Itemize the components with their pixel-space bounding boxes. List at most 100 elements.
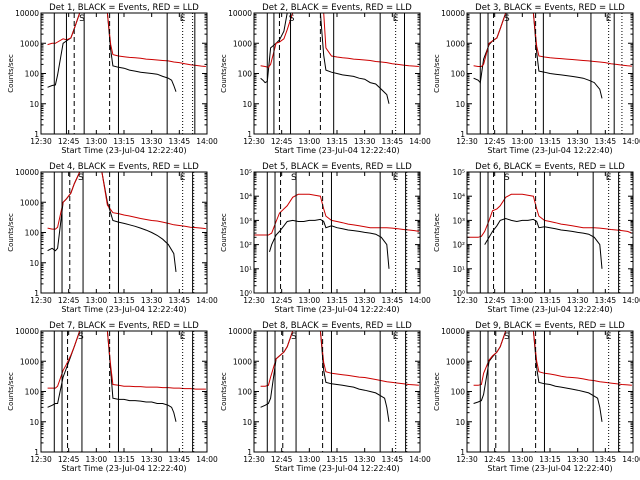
x-axis-label: Start Time (23-Jul-04 12:22:40)	[487, 464, 612, 473]
y-tick-label: 100	[25, 70, 40, 79]
panel-title: Det 6, BLACK = Events, RED = LLD	[475, 162, 625, 172]
marker-label: S	[291, 173, 297, 183]
x-tick-label: 13:00	[86, 296, 108, 305]
x-tick-label: 13:15	[539, 137, 561, 146]
y-tick-label: 10¹	[239, 265, 252, 274]
y-tick-label: 1	[460, 130, 465, 139]
panel-title: Det 4, BLACK = Events, RED = LLD	[49, 162, 199, 172]
y-tick-label: 10²	[452, 241, 465, 250]
y-axis-label: Counts/sec	[7, 372, 15, 411]
panel-title: Det 5, BLACK = Events, RED = LLD	[262, 162, 412, 172]
x-tick-label: 13:30	[354, 137, 376, 146]
x-tick-label: 13:45	[595, 137, 617, 146]
y-tick-label: 10000	[441, 327, 465, 336]
marker-label: E	[393, 173, 399, 183]
panel-title: Det 7, BLACK = Events, RED = LLD	[49, 321, 199, 331]
y-tick-label: 10¹	[452, 265, 465, 274]
x-tick-label: 14:00	[196, 137, 218, 146]
y-tick-label: 10⁴	[452, 192, 465, 201]
x-tick-label: 13:00	[86, 137, 108, 146]
y-tick-label: 1000	[20, 198, 39, 207]
y-tick-label: 1000	[233, 357, 252, 366]
events-series-line	[269, 218, 390, 269]
x-tick-label: 14:00	[196, 296, 218, 305]
x-tick-label: 13:30	[567, 137, 589, 146]
y-tick-label: 1	[34, 130, 39, 139]
detector-panel: S E 12:30 12:45 13:00 13:15 13:30 13:45 14:00 1 10…	[433, 3, 640, 155]
x-tick-label: 13:30	[141, 296, 163, 305]
x-tick-label: 12:30	[456, 137, 478, 146]
x-tick-label: 13:00	[299, 296, 321, 305]
y-tick-label: 1000	[233, 39, 252, 48]
panel-title: Det 8, BLACK = Events, RED = LLD	[262, 321, 412, 331]
x-axis-label: Start Time (23-Jul-04 12:22:40)	[61, 464, 186, 473]
lld-series-line	[254, 193, 419, 236]
x-axis-label: Start Time (23-Jul-04 12:22:40)	[487, 146, 612, 155]
x-tick-label: 13:15	[113, 137, 135, 146]
marker-label: S	[504, 332, 510, 342]
detector-panel: S E 12:30 12:45 13:00 13:15 13:30 13:45 14:00 10⁰…	[220, 162, 431, 314]
x-tick-label: 12:30	[243, 296, 265, 305]
y-tick-label: 100	[238, 388, 253, 397]
y-tick-label: 10⁰	[452, 289, 465, 298]
marker-label: S	[78, 332, 84, 342]
y-tick-label: 10000	[15, 168, 39, 177]
events-series-line	[47, 331, 177, 422]
x-tick-label: 13:15	[326, 137, 348, 146]
marker-label: S	[504, 14, 510, 24]
detector-panel: S E 12:30 12:45 13:00 13:15 13:30 13:45 14:00 1 10…	[7, 321, 218, 473]
y-tick-label: 10000	[15, 9, 39, 18]
detector-panel: S E 12:30 12:45 13:00 13:15 13:30 13:45 14:00 1 10…	[220, 321, 431, 473]
marker-label: S	[504, 173, 510, 183]
lld-series-line	[467, 193, 633, 238]
y-tick-label: 100	[25, 229, 40, 238]
x-tick-label: 13:30	[354, 296, 376, 305]
x-tick-label: 12:45	[58, 137, 80, 146]
marker-label: S	[291, 332, 297, 342]
marker-label: E	[606, 14, 612, 24]
x-tick-label: 13:00	[299, 455, 321, 464]
y-tick-label: 10	[242, 100, 252, 109]
x-tick-label: 13:15	[113, 296, 135, 305]
x-tick-label: 13:00	[86, 455, 108, 464]
x-tick-label: 12:30	[456, 455, 478, 464]
x-axis-label: Start Time (23-Jul-04 12:22:40)	[487, 305, 612, 314]
marker-label: E	[606, 332, 612, 342]
x-tick-label: 12:45	[58, 296, 80, 305]
y-tick-label: 100	[25, 388, 40, 397]
y-tick-label: 1000	[446, 357, 465, 366]
y-tick-label: 10000	[228, 327, 252, 336]
lld-series-line	[260, 13, 419, 68]
y-tick-label: 10³	[239, 216, 252, 225]
events-series-line	[47, 13, 177, 92]
marker-label: S	[79, 14, 85, 24]
x-tick-label: 14:00	[409, 296, 431, 305]
plot-frame	[253, 330, 421, 453]
plot-frame	[40, 330, 208, 453]
y-tick-label: 100	[238, 70, 253, 79]
x-tick-label: 13:15	[113, 455, 135, 464]
y-tick-label: 10	[29, 100, 39, 109]
marker-label: E	[180, 173, 186, 183]
x-tick-label: 14:00	[409, 455, 431, 464]
y-tick-label: 1	[247, 130, 252, 139]
x-tick-label: 12:45	[484, 137, 506, 146]
y-tick-label: 1	[460, 448, 465, 457]
x-tick-label: 14:00	[622, 296, 640, 305]
x-tick-label: 14:00	[409, 137, 431, 146]
y-axis-label: Counts/sec	[220, 213, 228, 252]
x-tick-label: 13:45	[595, 296, 617, 305]
x-axis-label: Start Time (23-Jul-04 12:22:40)	[61, 305, 186, 314]
plot-frame	[40, 12, 208, 135]
panel-title: Det 3, BLACK = Events, RED = LLD	[475, 3, 625, 13]
x-tick-label: 13:00	[299, 137, 321, 146]
x-tick-label: 13:15	[539, 296, 561, 305]
x-tick-label: 13:30	[141, 455, 163, 464]
marker-label: E	[393, 332, 399, 342]
x-tick-label: 14:00	[622, 455, 640, 464]
y-tick-label: 10	[29, 259, 39, 268]
x-tick-label: 12:30	[243, 455, 265, 464]
x-tick-label: 13:45	[169, 296, 191, 305]
panel-title: Det 9, BLACK = Events, RED = LLD	[475, 321, 625, 331]
x-axis-label: Start Time (23-Jul-04 12:22:40)	[274, 305, 399, 314]
